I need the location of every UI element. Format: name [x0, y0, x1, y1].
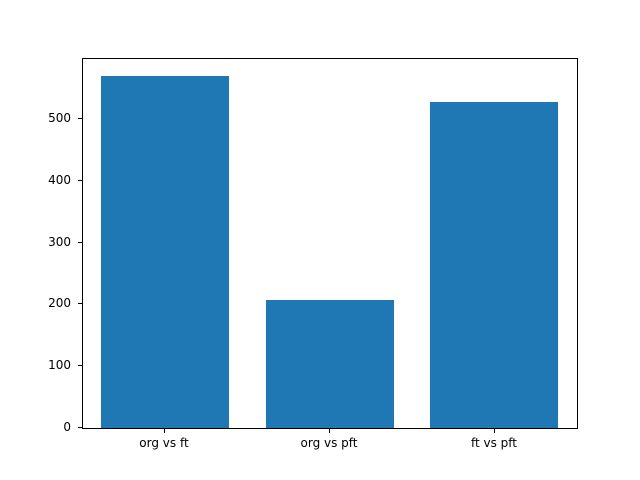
- x-tick-label: org vs ft: [139, 436, 189, 450]
- bar-ft-vs-pft: [430, 102, 558, 428]
- y-tick-label: 100: [48, 358, 71, 372]
- bar-org-vs-pft: [266, 300, 394, 428]
- y-tick-label: 0: [63, 420, 71, 434]
- y-tick-label: 200: [48, 296, 71, 310]
- y-tick-label: 400: [48, 173, 71, 187]
- x-tick-label: org vs pft: [300, 436, 358, 450]
- x-tick-mark: [164, 429, 165, 433]
- y-tick-mark: [78, 242, 82, 243]
- y-tick-label: 500: [48, 111, 71, 125]
- y-tick-mark: [78, 180, 82, 181]
- y-tick-mark: [78, 303, 82, 304]
- y-tick-mark: [78, 427, 82, 428]
- bar-org-vs-ft: [101, 76, 229, 428]
- x-tick-mark: [494, 429, 495, 433]
- y-tick-mark: [78, 118, 82, 119]
- x-tick-label: ft vs pft: [470, 436, 518, 450]
- y-tick-mark: [78, 365, 82, 366]
- x-tick-mark: [329, 429, 330, 433]
- plot-area: [82, 58, 578, 429]
- y-tick-label: 300: [48, 235, 71, 249]
